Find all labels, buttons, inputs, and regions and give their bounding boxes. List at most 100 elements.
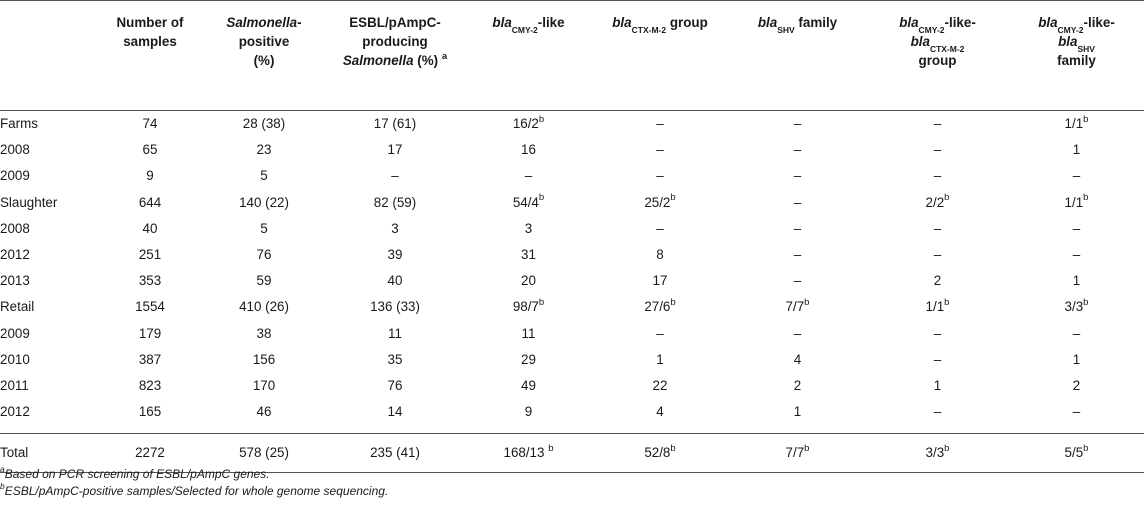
cell-value: – [1072, 404, 1081, 420]
cell-value: 40 [142, 220, 158, 236]
cell-esbl: 39 [324, 242, 466, 268]
cell-value: 1/1 [925, 299, 945, 315]
cell-value: – [933, 220, 942, 236]
cell-cmyshv: 1 [1009, 268, 1144, 294]
cell-shv: – [729, 242, 866, 268]
cell-pos: 46 [204, 399, 324, 425]
cell-ctx: 8 [591, 242, 729, 268]
cell-shv: 7/7b [729, 294, 866, 320]
cell-cmyctx: 1 [866, 373, 1009, 399]
header-text: -like- [944, 15, 976, 30]
cell-value: 1554 [135, 299, 165, 315]
cell-value: 1 [1072, 142, 1081, 158]
cell-value: – [656, 168, 664, 184]
cell-value: 74 [142, 116, 158, 132]
header-text: ESBL/pAmpC- [349, 15, 441, 30]
cell-cmyctx: – [866, 163, 1009, 189]
cell-shv: 4 [729, 347, 866, 373]
cell-esbl: 40 [324, 268, 466, 294]
header-esbl-producing: ESBL/pAmpC- producing Salmonella (%) a [324, 0, 466, 111]
cell-value: 59 [256, 273, 272, 289]
header-bla-ctx: blaCTX-M-2 group [591, 0, 729, 111]
cell-esbl: 136 (33) [324, 294, 466, 320]
cell-n: 40 [96, 216, 204, 242]
row-label: 2013 [0, 273, 30, 289]
cell-n: 644 [96, 190, 204, 216]
cell-n: 74 [96, 111, 204, 138]
cell-value: 9 [524, 404, 533, 420]
header-text: bla [1058, 34, 1078, 49]
row-label: 2011 [0, 377, 29, 393]
cell-cmy: 168/13 b [466, 433, 591, 474]
header-text: producing [362, 34, 428, 49]
header-text: Salmonella [342, 53, 414, 68]
cell-value: 11 [521, 325, 536, 341]
cell-value: 2 [933, 273, 942, 289]
header-text: family [794, 15, 838, 30]
footnote-marker: b [944, 442, 950, 454]
cell-value: – [933, 351, 942, 367]
cell-value: – [933, 116, 942, 132]
cell-shv: 7/7b [729, 433, 866, 474]
cell-pos: 28 (38) [204, 111, 324, 138]
cell-value: – [793, 194, 802, 210]
cell-value: 136 (33) [370, 299, 420, 315]
header-bla-cmy-ctx: blaCMY-2-like- blaCTX-M-2 group [866, 0, 1009, 111]
row-label: 2012 [0, 247, 30, 263]
row-label: 2012 [0, 404, 30, 420]
row-label: Retail [0, 299, 35, 315]
header-empty [0, 0, 96, 111]
cell-value: 25/2 [644, 194, 671, 210]
cell-ctx: – [591, 321, 729, 347]
cell-cmyctx: – [866, 137, 1009, 163]
cell-shv: 1 [729, 399, 866, 425]
table-row: 2009 9 5 – – – – – – [0, 163, 1144, 189]
cell-shv: – [729, 216, 866, 242]
spacer-cell [0, 425, 1144, 434]
cell-value: 156 [252, 351, 276, 367]
cell-cmyctx: 3/3b [866, 433, 1009, 474]
cell-value: 27/6 [644, 299, 671, 315]
cell-shv: – [729, 321, 866, 347]
cell-value: 1/1 [1064, 116, 1084, 132]
cell-ctx: 22 [591, 373, 729, 399]
cell-cmy: 98/7b [466, 294, 591, 320]
table-row: 2013 353 59 40 20 17 – 2 1 [0, 268, 1144, 294]
cell-cmyshv: 1 [1009, 347, 1144, 373]
cell-value: 1/1 [1064, 194, 1084, 210]
cell-cmy: 11 [466, 321, 591, 347]
cell-cmyshv: 1 [1009, 137, 1144, 163]
table-row: 2012 165 46 14 9 4 1 – – [0, 399, 1144, 425]
cell-value: 16 [521, 142, 536, 158]
cell-ctx: 4 [591, 399, 729, 425]
cell-value: 4 [656, 404, 664, 420]
cell-cmyshv: – [1009, 216, 1144, 242]
cell-shv: – [729, 268, 866, 294]
footnote-marker: b [1083, 442, 1089, 454]
header-text: group [918, 53, 957, 68]
header-text: bla [899, 15, 919, 30]
cell-esbl: – [324, 163, 466, 189]
cell-esbl: 11 [324, 321, 466, 347]
cell-shv: 2 [729, 373, 866, 399]
cell-n: 179 [96, 321, 204, 347]
cell-value: 20 [521, 273, 536, 289]
cell-value: 7/7 [785, 299, 805, 315]
cell-n: 251 [96, 242, 204, 268]
cell-value: – [793, 220, 802, 236]
cell-ctx: – [591, 111, 729, 138]
cell-value: 3/3 [925, 445, 945, 461]
header-subscript: SHV [777, 24, 795, 35]
table-row: 2008 65 23 17 16 – – – 1 [0, 137, 1144, 163]
cell-cmyctx: – [866, 347, 1009, 373]
cell-cmy: 29 [466, 347, 591, 373]
cell-value: 410 (26) [239, 299, 289, 315]
cell-value: – [391, 168, 399, 184]
cell-value: 17 [652, 273, 668, 289]
cell-shv: – [729, 137, 866, 163]
cell-value: 40 [387, 273, 403, 289]
cell-value: 5 [260, 220, 268, 236]
cell-value: 17 (61) [373, 116, 417, 132]
footnote-marker: b [538, 113, 545, 125]
cell-value: – [1072, 220, 1081, 236]
